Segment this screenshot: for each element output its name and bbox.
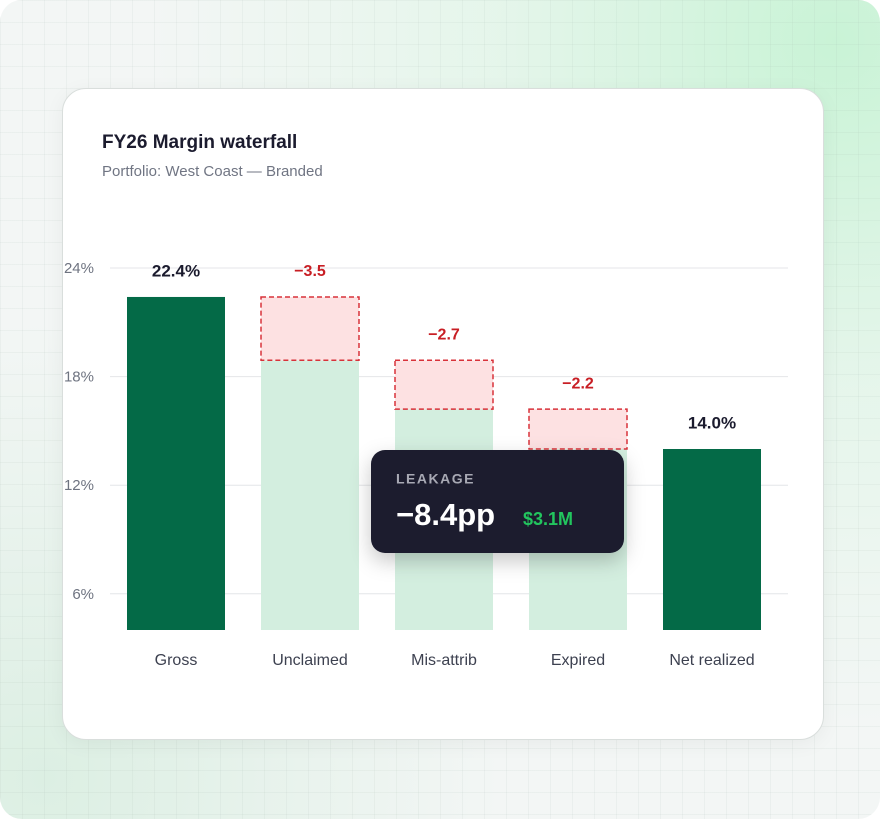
callout-value: −8.4pp: [396, 497, 495, 532]
value-label: 22.4%: [152, 261, 200, 280]
x-tick-label: Gross: [155, 652, 198, 669]
callout-box: [371, 450, 624, 553]
total-bar: [663, 449, 761, 630]
total-bar: [127, 296, 225, 630]
value-label: −3.5: [294, 263, 326, 280]
x-tick-label: Mis-attrib: [411, 652, 477, 669]
loss-bar: [528, 408, 628, 450]
x-tick-label: Expired: [551, 652, 605, 669]
loss-bar: [260, 296, 360, 362]
chart-title: FY26 Margin waterfall: [102, 132, 297, 153]
value-label: 14.0%: [688, 413, 736, 432]
y-tick-label: 18%: [64, 369, 94, 386]
value-label: −2.7: [428, 327, 460, 344]
base-bar: [261, 360, 359, 630]
loss-bar: [394, 359, 494, 410]
callout-amount: $3.1M: [523, 509, 573, 529]
x-tick-label: Unclaimed: [272, 652, 348, 669]
chart-subtitle: Portfolio: West Coast — Branded: [102, 163, 323, 180]
callout: LEAKAGE −8.4pp $3.1M: [371, 450, 624, 553]
y-tick-label: 12%: [64, 477, 94, 494]
value-label: −2.2: [562, 375, 594, 392]
y-tick-label: 24%: [64, 260, 94, 277]
x-tick-label: Net realized: [669, 652, 754, 669]
y-tick-label: 6%: [72, 586, 94, 603]
callout-label: LEAKAGE: [396, 471, 475, 487]
